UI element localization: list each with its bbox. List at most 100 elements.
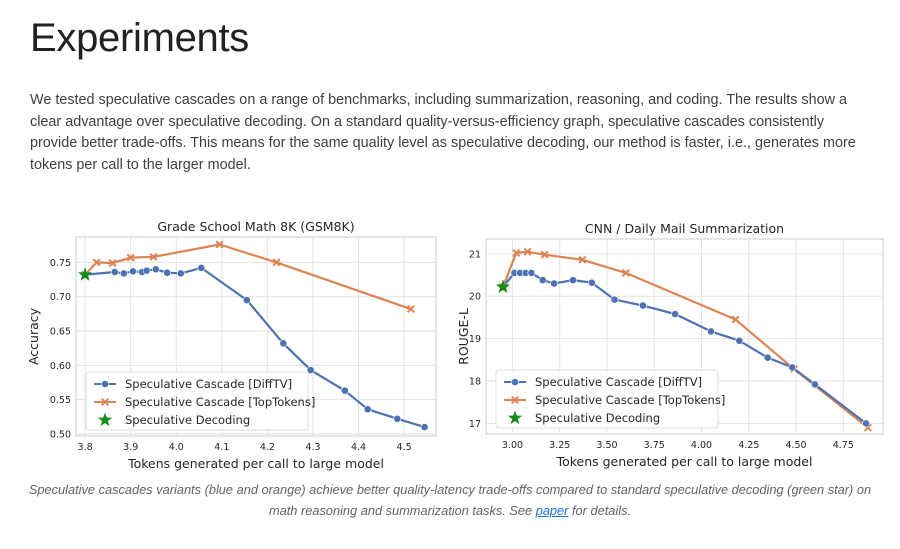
data-point	[306, 366, 315, 375]
y-tick-label: 18	[469, 377, 481, 388]
data-point	[540, 250, 549, 259]
cnn-series-star	[495, 279, 511, 293]
legend-label: Speculative Decoding	[125, 413, 250, 427]
y-tick-label: 21	[469, 249, 481, 260]
cnn-dailymail-chart: 3.00 3.25 3.50 3.75 4.00 4.25 4.50 4.75 17 18 19 20…	[456, 221, 884, 469]
legend-label: Speculative Cascade [TopTokens]	[125, 395, 315, 409]
gsm8k-series-x	[81, 240, 415, 314]
legend-label: Speculative Cascade [DiffTV]	[535, 375, 702, 389]
y-tick-label: 0.65	[50, 327, 71, 338]
x-axis-label: Tokens generated per call to large model	[127, 456, 384, 471]
data-point	[272, 258, 281, 267]
legend-marker	[511, 378, 519, 386]
y-tick-label: 0.70	[50, 292, 71, 303]
chart-title: CNN / Daily Mail Summarization	[585, 221, 784, 236]
data-point	[176, 269, 185, 278]
data-point	[129, 267, 137, 276]
legend-marker	[100, 397, 110, 407]
x-axis-label: Tokens generated per call to large model	[556, 454, 813, 469]
series-line	[84, 243, 412, 311]
x-tick-label: 4.3	[305, 442, 320, 453]
data-point	[735, 336, 744, 345]
chart-title: Grade School Math 8K (GSM8K)	[157, 219, 354, 234]
x-tick-label: 4.50	[785, 440, 806, 451]
caption-suffix: for details.	[568, 503, 632, 518]
caption-text: Speculative cascades variants (blue and …	[28, 482, 872, 518]
data-point	[788, 363, 797, 372]
data-point	[811, 380, 819, 389]
paper-link[interactable]: paper	[535, 503, 569, 518]
data-point	[149, 252, 158, 261]
x-tick-label: 4.0	[169, 442, 184, 453]
data-point	[110, 268, 119, 276]
data-point	[587, 278, 596, 287]
data-point	[126, 253, 135, 262]
x-tick-label: 3.75	[644, 440, 665, 451]
legend: Speculative Cascade [DiffTV] Speculative …	[495, 369, 725, 429]
legend: Speculative Cascade [DiffTV] Speculative …	[85, 371, 315, 431]
x-tick-label: 3.50	[596, 440, 617, 451]
cnn-series-x	[499, 247, 872, 432]
data-point	[862, 419, 870, 428]
data-point	[523, 247, 532, 256]
x-tick-label: 4.4	[351, 442, 366, 453]
data-point	[763, 353, 772, 362]
data-point	[550, 279, 558, 288]
x-tick-label: 4.75	[833, 440, 854, 451]
page-heading: Experiments	[30, 16, 250, 60]
x-tick-label: 4.5	[397, 442, 412, 453]
data-point	[363, 405, 372, 414]
data-point	[671, 310, 679, 318]
y-tick-label: 0.75	[50, 258, 71, 269]
data-point	[569, 276, 577, 285]
data-point	[197, 263, 206, 272]
y-tick-label: 0.55	[50, 395, 71, 406]
y-tick-label: 0.60	[50, 361, 71, 372]
data-point	[215, 240, 224, 249]
data-point	[163, 268, 172, 277]
data-point	[538, 276, 547, 285]
data-point	[512, 248, 521, 257]
legend-marker	[507, 410, 523, 425]
data-point	[639, 301, 647, 310]
data-point	[621, 268, 630, 277]
y-tick-label: 17	[469, 419, 481, 430]
data-point	[527, 269, 536, 277]
gsm8k-chart: 3.8 3.9 4.0 4.1 4.2 4.3 4.4 4.5 0.50 0.55 0.60 0.65…	[26, 219, 437, 471]
x-tick-label: 4.00	[691, 440, 712, 451]
x-tick-label: 4.2	[260, 442, 275, 453]
data-point	[108, 259, 117, 268]
data-point	[340, 386, 349, 395]
legend-label: Speculative Cascade [TopTokens]	[535, 393, 725, 407]
data-point	[707, 327, 715, 336]
data-point	[78, 267, 93, 281]
y-tick-label: 19	[469, 334, 481, 345]
legend-label: Speculative Cascade [DiffTV]	[125, 377, 292, 391]
intro-paragraph: We tested speculative cascades on a rang…	[30, 92, 856, 173]
data-point	[495, 279, 511, 293]
x-tick-label: 3.25	[549, 440, 570, 451]
y-tick-label: 20	[469, 292, 481, 303]
y-axis-label: Accuracy	[26, 307, 41, 365]
data-point	[610, 295, 619, 304]
legend-item: Speculative Decoding	[97, 412, 250, 427]
data-point	[142, 266, 151, 275]
legend-item: Speculative Cascade [TopTokens]	[504, 393, 725, 407]
data-point	[578, 255, 587, 264]
legend-marker	[97, 412, 113, 427]
legend-label: Speculative Decoding	[535, 411, 660, 425]
data-point	[406, 305, 415, 314]
legend-marker	[510, 395, 520, 405]
y-tick-label: 0.50	[50, 429, 71, 440]
data-point	[119, 269, 128, 278]
legend-item: Speculative Cascade [TopTokens]	[94, 395, 315, 409]
data-point	[242, 296, 251, 305]
data-point	[393, 414, 402, 423]
figure-caption: Speculative cascades variants (blue and …	[20, 479, 880, 521]
data-point	[92, 258, 101, 267]
data-point	[151, 265, 160, 274]
x-tick-label: 3.8	[78, 442, 93, 453]
legend-item: Speculative Cascade [DiffTV]	[94, 377, 292, 391]
data-point	[420, 423, 429, 431]
cnn-series-circle	[499, 269, 870, 428]
